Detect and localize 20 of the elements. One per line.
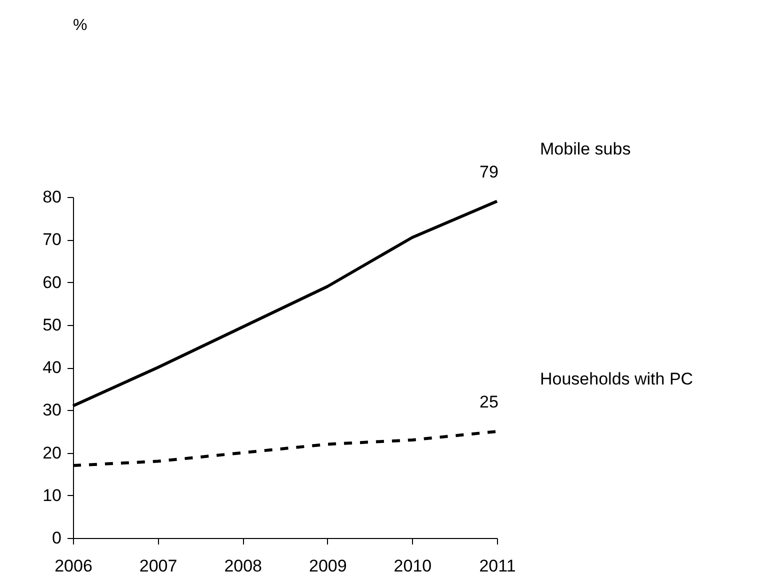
y-tick-label: 40 [42, 358, 62, 377]
y-tick-label: 50 [42, 315, 62, 334]
data-label: 25 [480, 392, 498, 412]
x-tick-label: 2011 [479, 556, 516, 576]
y-tick-label: 10 [42, 486, 62, 505]
y-tick-label: 60 [42, 272, 62, 292]
x-tick-label: 2009 [308, 556, 347, 576]
x-tick-label: 2010 [394, 556, 432, 576]
y-tick-label: 30 [42, 400, 62, 420]
x-tick-label: 2007 [139, 556, 178, 576]
text: % [73, 17, 88, 34]
y-tick-label: 70 [42, 230, 62, 250]
text: Households with PC [540, 369, 694, 388]
data-label: 79 [480, 162, 498, 182]
x-tick-label: 2008 [224, 556, 262, 576]
y-tick-label: 0 [52, 528, 62, 548]
x-tick-label: 2006 [54, 556, 92, 576]
text: Mobile subs [540, 139, 631, 158]
y-tick-label: 20 [42, 443, 62, 462]
y-tick-label: 80 [42, 188, 62, 206]
